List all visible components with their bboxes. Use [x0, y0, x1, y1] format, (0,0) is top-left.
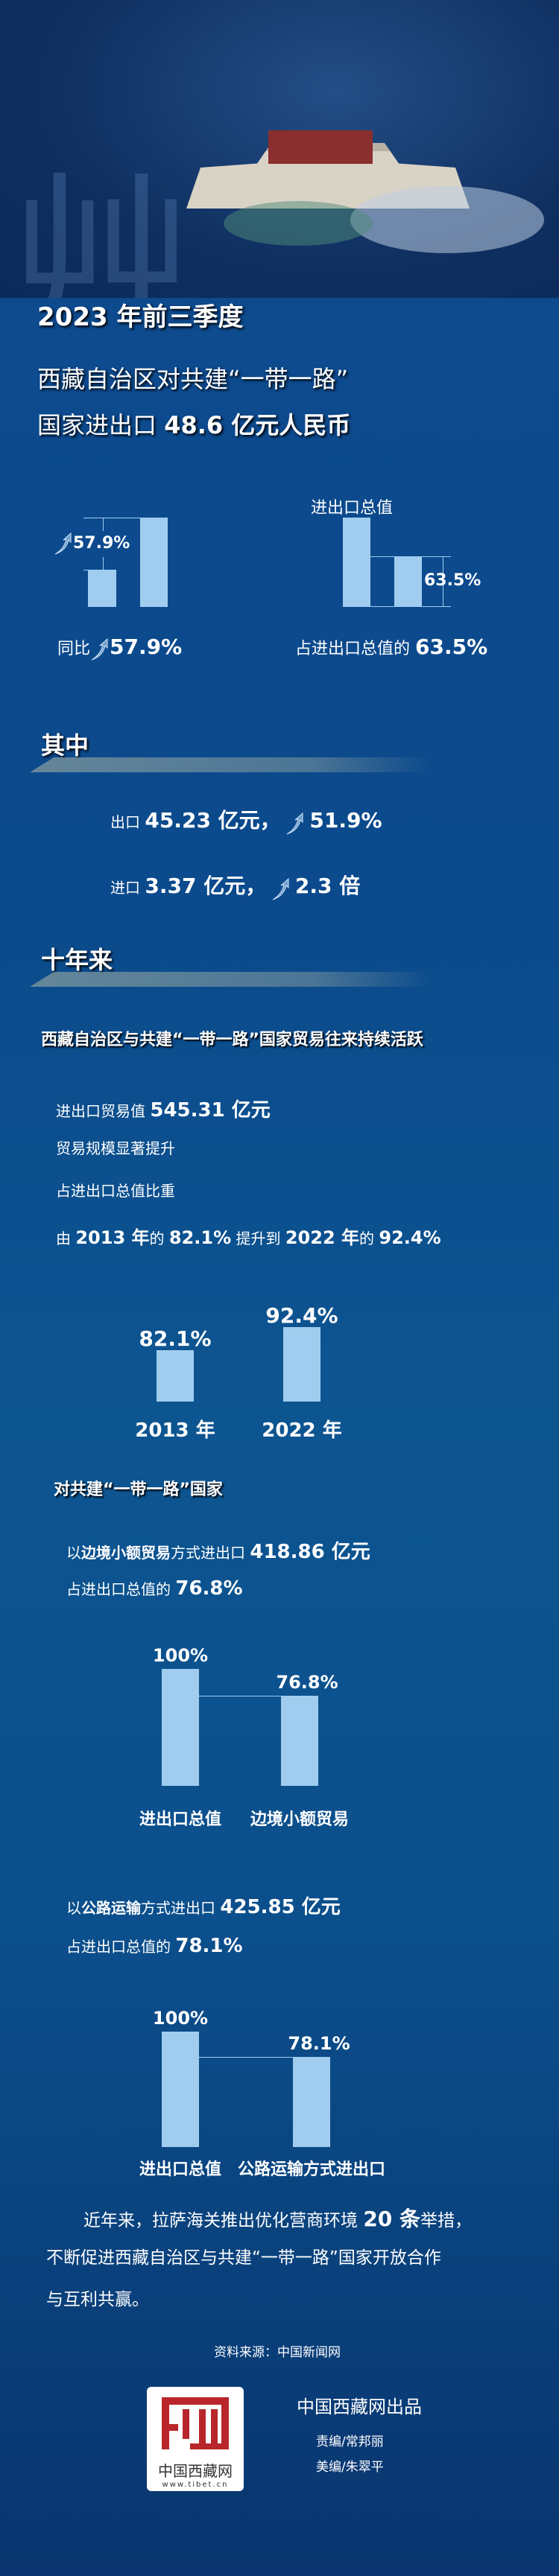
logo-emblem-icon [162, 2397, 229, 2449]
growth-label: 57.9% [73, 534, 130, 553]
logo-url: www.tibet.cn [162, 2481, 229, 2489]
hill-decoration [224, 201, 373, 246]
text: 举措， [420, 2211, 473, 2230]
export-label: 出口 [110, 813, 145, 831]
designer-credit: 美编/朱翠平 [316, 2460, 384, 2475]
export-value: 45.23 亿元， [145, 808, 281, 833]
bar-total [343, 518, 370, 607]
title-line-3: 国家进出口 48.6 亿元人民币 [37, 407, 350, 441]
import-label: 进口 [110, 879, 145, 897]
closing-line-3: 与互利共赢。 [46, 2290, 149, 2309]
title-value: 48.6 亿元人民币 [164, 411, 351, 439]
caption-prefix: 同比 [57, 640, 91, 658]
bar [162, 1669, 199, 1786]
closing-line-2: 不断促进西藏自治区与共建“一带一路”国家开放合作 [46, 2248, 441, 2268]
countries-subheading: 对共建“一带一路”国家 [54, 1481, 223, 1499]
bar-category-label: 2022 年 [262, 1419, 342, 1442]
source-note: 资料来源：中国新闻网 [214, 2345, 341, 2360]
text-fragment: 的 [149, 1230, 169, 1247]
section-heading-decade: 十年来 [41, 946, 113, 974]
text: 方式进出口 [171, 1544, 250, 1562]
connector-line [199, 2056, 293, 2058]
bar-share [394, 556, 422, 607]
bar-category-label: 进出口总值 [139, 2160, 222, 2179]
bar-value-label: 92.4% [265, 1303, 338, 1328]
calligraphy-decoration: ⾋ [7, 155, 194, 298]
bar [162, 2032, 199, 2147]
import-growth: 2.3 倍 [294, 874, 361, 898]
bar [283, 1326, 320, 1402]
text-fragment: 82.1% [168, 1227, 232, 1248]
text: 方式进出口 [141, 1899, 221, 1917]
road-transport-label: 公路运输 [81, 1899, 141, 1917]
heading-underline-band [30, 757, 432, 772]
title-line-2: 西藏自治区对共建“一带一路” [37, 365, 349, 393]
text-fragment: 2022 年 [285, 1227, 360, 1248]
guide-line [370, 556, 451, 557]
header-banner-image: ⾋ [0, 0, 559, 298]
text-fragment: 提升到 [231, 1230, 285, 1247]
up-arrow-icon [54, 532, 73, 555]
guide-line [103, 557, 104, 570]
text-fragment: 由 [56, 1230, 76, 1247]
road-transport-share: 78.1% [175, 1935, 243, 1957]
text: 以 [66, 1899, 81, 1917]
heading-underline-band [30, 972, 432, 987]
trade-scale-text: 贸易规模显著提升 [56, 1139, 175, 1157]
share-text: 占进出口总值比重 [56, 1182, 175, 1200]
text: 以 [66, 1544, 81, 1562]
decade-subheading: 西藏自治区与共建“一带一路”国家贸易往来持续活跃 [41, 1031, 423, 1049]
bar-value-label: 82.1% [139, 1326, 212, 1352]
bar [281, 1696, 318, 1786]
up-arrow-icon [90, 638, 110, 661]
trade-label: 进出口贸易值 [56, 1102, 151, 1120]
bar-value-label: 76.8% [276, 1672, 338, 1694]
guide-line [370, 606, 451, 607]
bar-category-label: 2013 年 [135, 1419, 215, 1442]
producer-credit: 中国西藏网出品 [297, 2397, 422, 2417]
text: 占进出口总值的 [66, 1580, 176, 1598]
chart-top-label: 进出口总值 [311, 499, 394, 518]
border-trade-share: 76.8% [175, 1577, 243, 1600]
bar-category-label: 进出口总值 [139, 1810, 222, 1829]
tibet-cn-logo: 中国西藏网 www.tibet.cn [147, 2387, 244, 2491]
measures-count: 20 条 [363, 2207, 421, 2231]
up-arrow-icon [271, 878, 291, 900]
logo-text: 中国西藏网 [158, 2462, 233, 2480]
road-transport-value: 425.85 亿元 [220, 1896, 341, 1918]
bar-value-label: 100% [152, 2008, 209, 2029]
title-prefix: 国家进出口 [37, 411, 165, 439]
trade-value: 545.31 亿元 [150, 1099, 271, 1122]
share-label: 63.5% [424, 571, 481, 590]
share-change-text: 由 2013 年的 82.1% 提升到 2022 年的 92.4% [56, 1223, 441, 1249]
bar-current [140, 518, 168, 607]
bar [157, 1350, 194, 1402]
caption-value: 63.5% [415, 635, 488, 659]
text-fragment: 的 [359, 1230, 379, 1247]
up-arrow-icon [285, 812, 305, 835]
bar-category-label: 边境小额贸易 [250, 1810, 350, 1829]
cloud-decoration [350, 186, 544, 253]
palace-red-section [268, 130, 373, 164]
text-fragment: 2013 年 [75, 1227, 150, 1248]
text: 近年来，拉萨海关推出优化营商环境 [83, 2211, 364, 2230]
bar-category-label: 公路运输方式进出口 [237, 2160, 386, 2179]
export-growth: 51.9% [309, 808, 382, 833]
editor-credit: 责编/常邦丽 [316, 2435, 384, 2449]
caption-value: 57.9% [110, 635, 183, 659]
caption-prefix: 占进出口总值的 [295, 640, 415, 658]
border-trade-value: 418.86 亿元 [250, 1541, 370, 1563]
text-fragment: 92.4% [379, 1227, 441, 1248]
bar-value-label: 100% [152, 1645, 209, 1666]
guide-line [103, 518, 104, 531]
title-line-1: 2023 年前三季度 [37, 302, 244, 332]
bar [293, 2056, 330, 2147]
text: 占进出口总值的 [66, 1938, 176, 1956]
section-heading-among: 其中 [41, 731, 89, 760]
bar-value-label: 78.1% [288, 2032, 350, 2054]
import-value: 3.37 亿元， [145, 874, 267, 898]
bar-previous [88, 570, 116, 607]
border-trade-label: 边境小额贸易 [81, 1544, 171, 1562]
